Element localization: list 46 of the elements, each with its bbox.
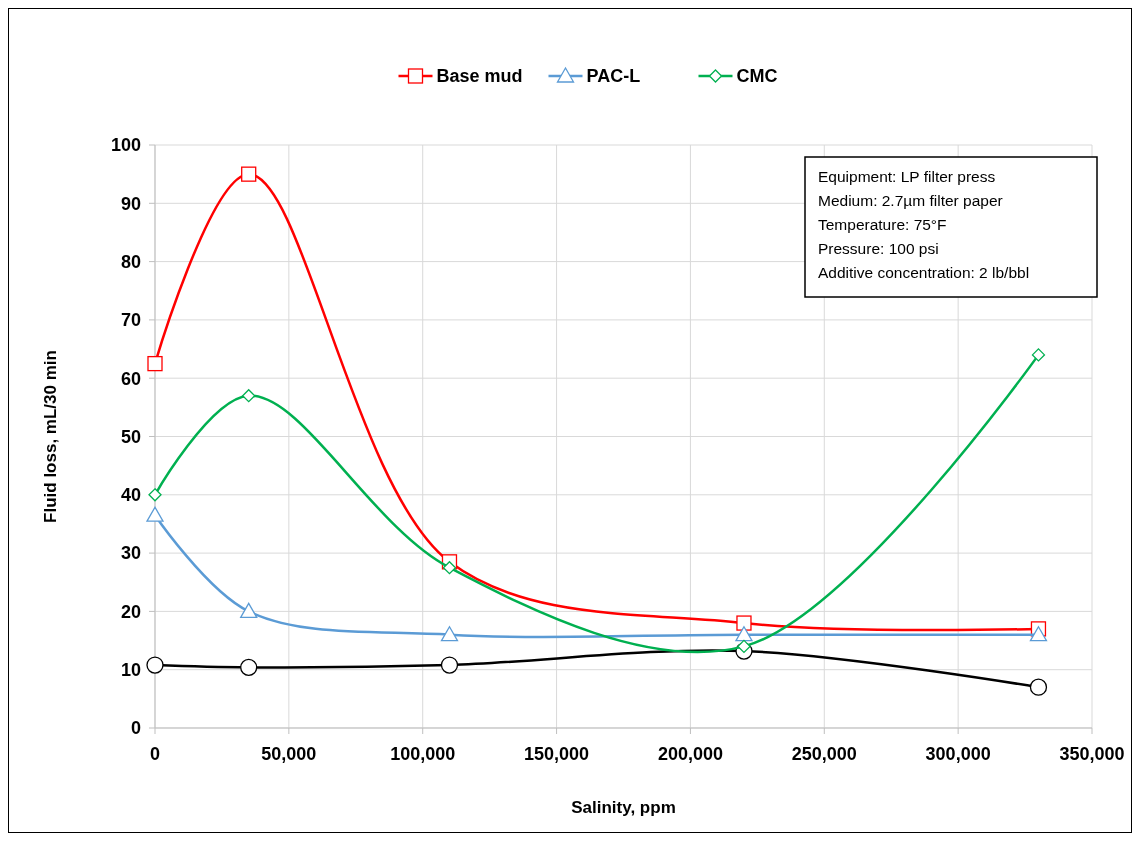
y-tick-label: 50: [120, 426, 141, 447]
x-tick-label: 200,000: [657, 744, 723, 764]
x-tick-label: 350,000: [1059, 744, 1125, 764]
legend-label: PAC-L: [586, 66, 641, 87]
point: [1029, 678, 1048, 696]
annotation: Pressure: 100 psi: [818, 240, 939, 257]
point: [735, 626, 753, 642]
x-tick-label: 300,000: [925, 744, 991, 764]
x-tick-label: 250,000: [791, 744, 857, 764]
y-tick-label: 20: [120, 601, 141, 622]
annotation: Additive concentration: 2 lb/bbl: [818, 264, 1030, 281]
y-tick-label: 30: [120, 543, 141, 564]
legend-label: Base mud: [436, 66, 523, 87]
point: [242, 389, 256, 403]
x-axis-title: Salinity, ppm: [571, 798, 676, 817]
point: [241, 166, 257, 182]
point: [148, 488, 162, 502]
y-tick-label: 70: [120, 310, 141, 331]
annotation: Equipment: LP filter press: [818, 168, 996, 185]
x-tick-label: 150,000: [524, 744, 590, 764]
point: [240, 658, 258, 677]
point: [146, 656, 164, 674]
x-tick-label: 100,000: [390, 744, 456, 764]
point: [1031, 348, 1046, 362]
point: [736, 615, 752, 631]
point: [442, 561, 457, 575]
point: [737, 639, 751, 654]
annotation: Temperature: 75°F: [818, 216, 947, 233]
y-tick-label: 90: [120, 193, 141, 214]
legend-label: CMC: [736, 66, 778, 87]
y-tick-label: 100: [110, 135, 141, 156]
point: [440, 656, 459, 674]
point: [240, 602, 258, 619]
y-tick-label: 80: [120, 251, 141, 272]
point: [1029, 626, 1048, 642]
x-tick-label: 50,000: [261, 744, 317, 764]
point: [440, 626, 459, 642]
y-tick-label: 10: [120, 660, 141, 680]
y-tick-label: 0: [130, 718, 141, 739]
y-tick-label: 60: [120, 368, 141, 389]
point: [147, 355, 163, 372]
y-tick-label: 40: [120, 485, 141, 506]
x-tick-label: 0: [149, 744, 161, 764]
y-axis-title: Fluid loss, mL/30 min: [41, 350, 60, 523]
point: [146, 506, 164, 522]
annotation: Medium: 2.7µm filter paper: [818, 192, 1003, 209]
